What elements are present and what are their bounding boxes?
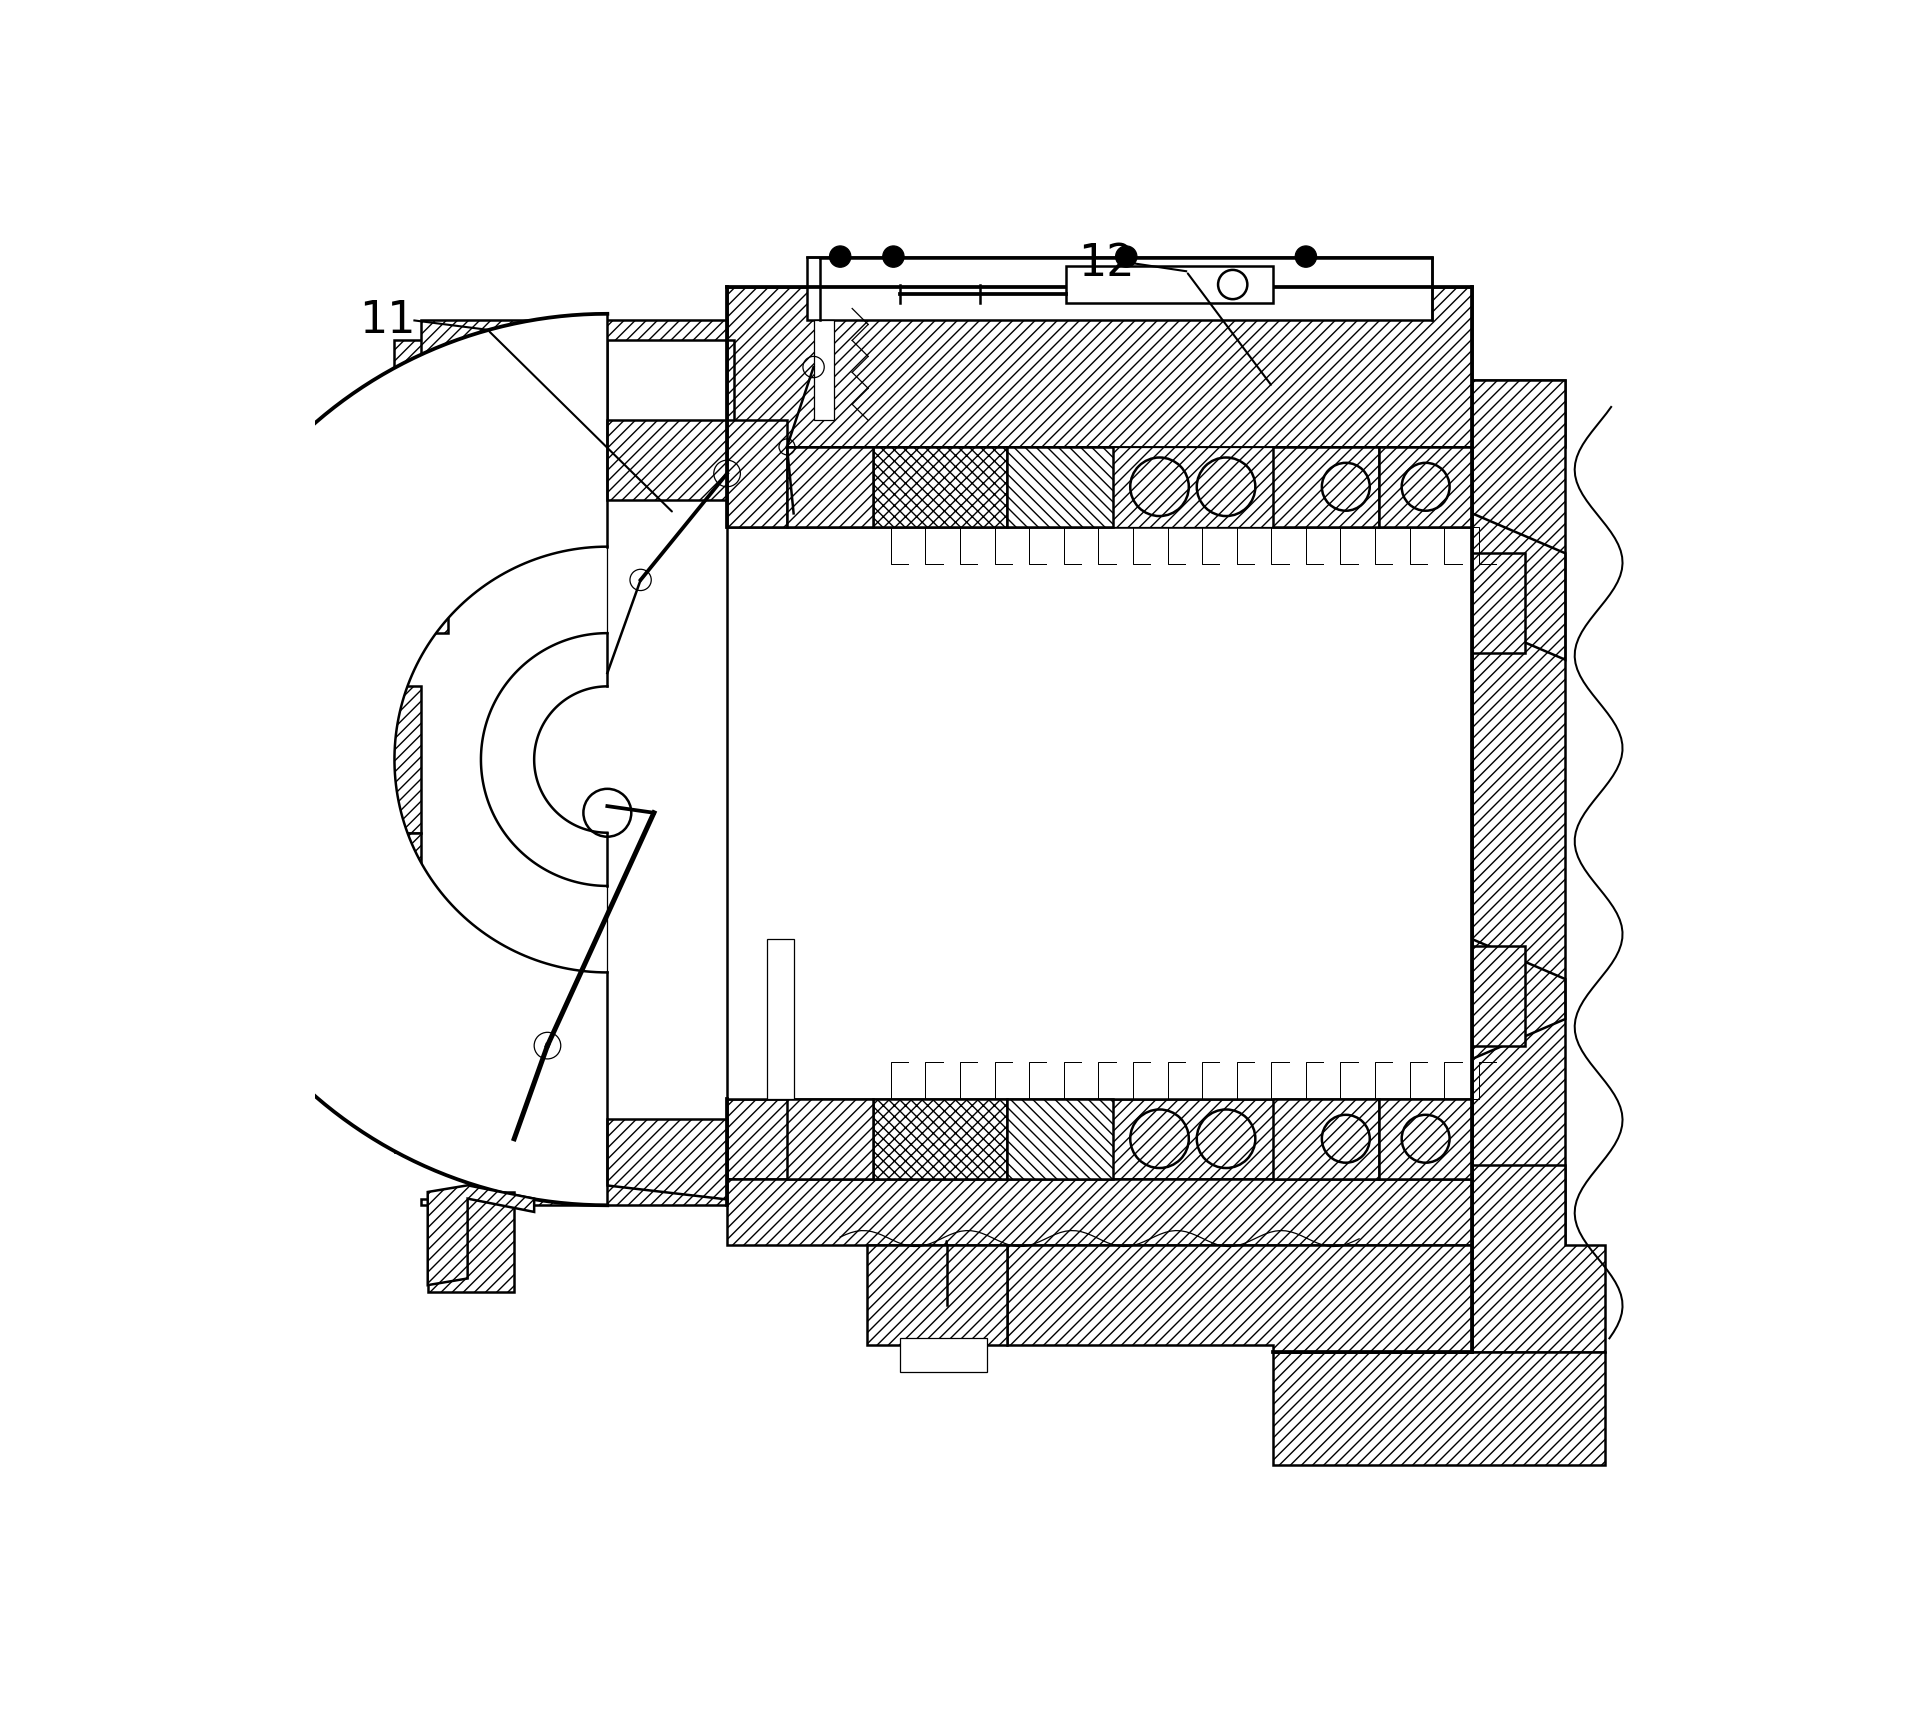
Polygon shape xyxy=(874,1099,1006,1178)
Bar xyxy=(901,1337,987,1372)
Polygon shape xyxy=(394,340,501,632)
Polygon shape xyxy=(421,1118,727,1206)
Polygon shape xyxy=(727,1099,1472,1178)
Polygon shape xyxy=(767,940,793,1099)
Polygon shape xyxy=(727,1178,1472,1246)
Polygon shape xyxy=(1472,553,1526,653)
Polygon shape xyxy=(367,686,421,833)
Polygon shape xyxy=(1379,448,1472,527)
Circle shape xyxy=(830,245,851,268)
Polygon shape xyxy=(1273,448,1379,527)
Polygon shape xyxy=(727,448,1472,527)
Bar xyxy=(428,1192,514,1293)
Polygon shape xyxy=(1472,945,1526,1045)
Bar xyxy=(807,256,1432,320)
Polygon shape xyxy=(1006,1246,1472,1351)
Polygon shape xyxy=(1472,940,1566,1059)
Polygon shape xyxy=(874,448,1006,527)
Polygon shape xyxy=(367,833,421,980)
Polygon shape xyxy=(1379,1099,1472,1178)
Circle shape xyxy=(1294,245,1317,268)
Polygon shape xyxy=(1006,448,1113,527)
Polygon shape xyxy=(788,1099,874,1178)
Bar xyxy=(727,527,1472,1099)
Polygon shape xyxy=(421,320,727,499)
Polygon shape xyxy=(727,420,788,527)
Polygon shape xyxy=(608,340,734,499)
Bar xyxy=(1067,266,1273,302)
Polygon shape xyxy=(1472,380,1566,1246)
Polygon shape xyxy=(727,448,1472,527)
Polygon shape xyxy=(815,320,834,420)
Polygon shape xyxy=(394,1071,501,1153)
Polygon shape xyxy=(608,1118,734,1199)
Polygon shape xyxy=(1273,1351,1606,1465)
Polygon shape xyxy=(788,448,874,527)
Polygon shape xyxy=(163,314,608,1206)
Text: 12: 12 xyxy=(1078,242,1134,285)
Polygon shape xyxy=(1472,513,1566,660)
Polygon shape xyxy=(866,1246,1006,1344)
Polygon shape xyxy=(482,632,608,886)
Text: 11: 11 xyxy=(359,299,417,342)
Polygon shape xyxy=(428,1185,533,1286)
Polygon shape xyxy=(727,287,1566,448)
Circle shape xyxy=(883,245,904,268)
Circle shape xyxy=(1115,245,1138,268)
Polygon shape xyxy=(1273,1099,1379,1178)
Polygon shape xyxy=(1472,1165,1606,1351)
Polygon shape xyxy=(1006,1099,1113,1178)
